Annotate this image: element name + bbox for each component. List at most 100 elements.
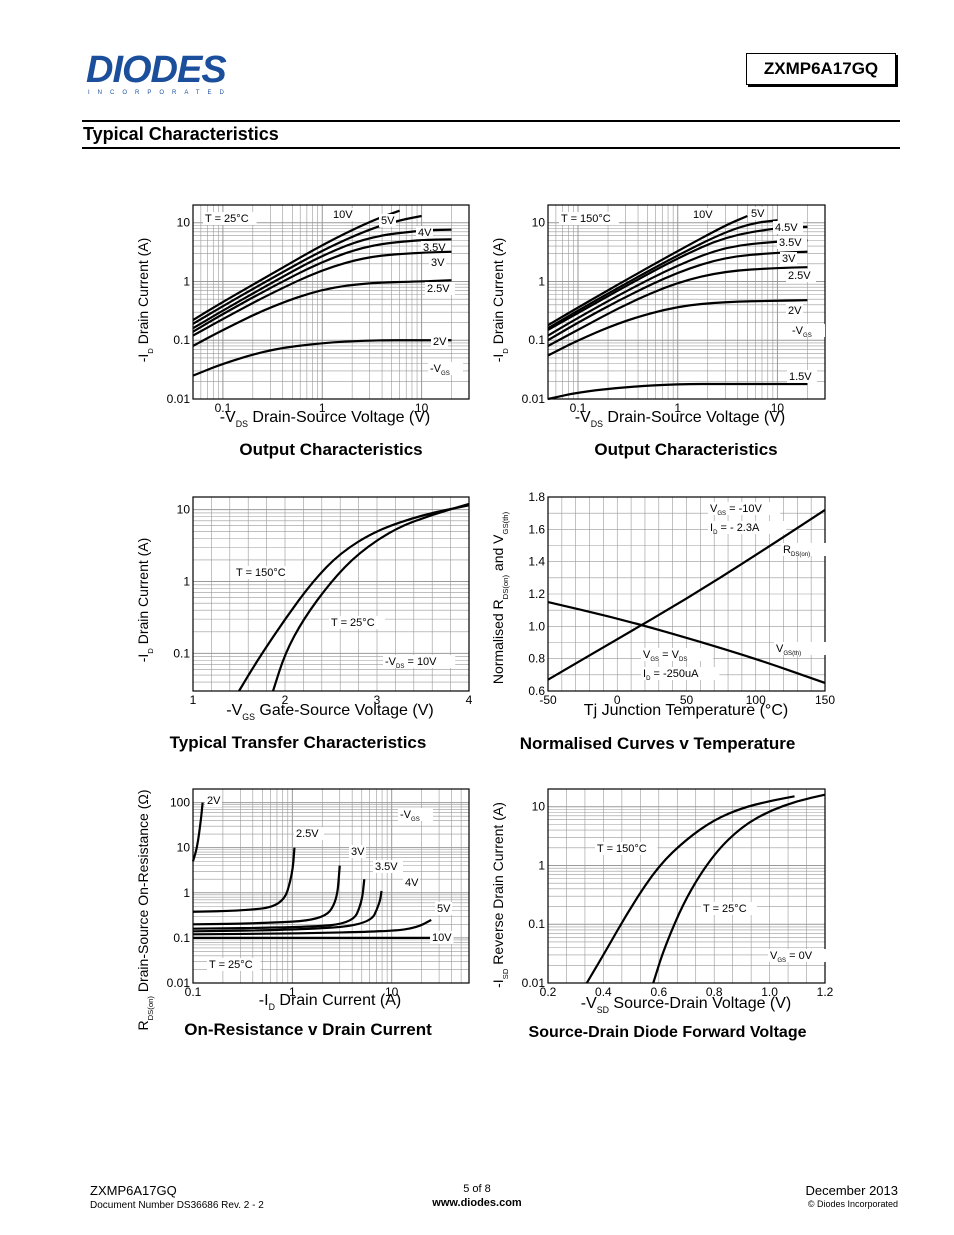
series-label: VGS(th) xyxy=(776,643,801,657)
annotation-bg xyxy=(559,212,619,225)
x-axis-label: -VDS Drain-Source Voltage (V) xyxy=(575,409,786,429)
series-line xyxy=(192,847,296,913)
caption-chart-4: Normalised Curves v Temperature xyxy=(519,734,796,753)
series-label: 2V xyxy=(433,336,447,348)
y-axis-label: -ID Drain Current (A) xyxy=(135,538,155,663)
series-label: 2V xyxy=(788,305,802,317)
series-line xyxy=(192,238,452,333)
series-label-bg xyxy=(435,902,452,915)
series-label: 3V xyxy=(351,846,365,858)
annotation-bg xyxy=(641,667,720,680)
series-label: 5V xyxy=(751,208,765,220)
footer-website-link[interactable]: www.diodes.com xyxy=(432,1197,522,1209)
y-axis-label: -ISD Reverse Drain Current (A) xyxy=(490,802,510,988)
x-tick-label: 1.2 xyxy=(817,985,834,999)
plot-frame xyxy=(192,788,470,984)
header-rule-bottom xyxy=(82,147,900,149)
plot-frame xyxy=(547,496,826,692)
series-label: 1.5V xyxy=(789,371,812,383)
annotation-bg xyxy=(768,949,828,962)
header-rule-top xyxy=(82,120,900,122)
series-label-bg xyxy=(749,207,766,220)
series-label: 3V xyxy=(431,257,445,269)
series-label: 10V xyxy=(333,209,353,221)
series-line xyxy=(192,228,452,330)
annotation: VGS = -10V xyxy=(710,503,763,517)
series-label: 4V xyxy=(418,227,432,239)
x-tick-label: 1 xyxy=(190,693,197,707)
y-tick-label: 1.0 xyxy=(528,619,545,633)
y-tick-label: 0.1 xyxy=(173,931,190,945)
part-number-box: ZXMP6A17GQ xyxy=(746,53,896,85)
series-label: 2.5V xyxy=(296,828,319,840)
series-label-bg xyxy=(379,214,396,227)
series-line xyxy=(192,209,400,322)
x-axis-label: Tj Junction Temperature (°C) xyxy=(584,702,788,719)
series-label-bg xyxy=(777,236,807,249)
series-label: 10V xyxy=(432,932,452,944)
section-title: Typical Characteristics xyxy=(83,124,279,144)
x-tick-label: -50 xyxy=(539,693,557,707)
annotation-bg xyxy=(708,521,787,534)
series-line xyxy=(652,793,826,984)
x-axis-label: -VSD Source-Drain Voltage (V) xyxy=(581,995,792,1015)
y-tick-label: 1.4 xyxy=(528,555,545,569)
series-label: T = 25°C xyxy=(703,903,747,915)
annotation: T = 25°C xyxy=(209,959,253,971)
caption-chart-1: Output Characteristics xyxy=(239,440,423,459)
plot-frame xyxy=(192,204,470,400)
x-tick-label: 0.1 xyxy=(185,985,202,999)
series-line xyxy=(547,601,826,684)
y-tick-label: 1 xyxy=(538,274,545,288)
plot-frame xyxy=(192,496,470,692)
series-label-bg xyxy=(595,842,658,855)
series-label: 2.5V xyxy=(427,283,450,295)
series-line xyxy=(192,279,452,347)
y-tick-label: 0.1 xyxy=(528,917,545,931)
footer-document-number: Document Number DS36686 Rev. 2 - 2 xyxy=(90,1200,264,1211)
x-axis-label: -VDS Drain-Source Voltage (V) xyxy=(220,409,431,429)
footer-part-number: ZXMP6A17GQ xyxy=(90,1183,177,1198)
series-line xyxy=(547,250,808,342)
series-label: 3V xyxy=(782,253,796,265)
logo-wordmark: DIODES xyxy=(86,49,227,91)
x-tick-label: 2 xyxy=(282,693,289,707)
annotation: -VGS xyxy=(430,363,450,377)
series-label-bg xyxy=(416,226,433,239)
annotation: ID = - 2.3A xyxy=(710,522,760,536)
series-line xyxy=(191,802,204,862)
y-tick-label: 10 xyxy=(177,503,191,517)
series-line xyxy=(547,509,826,681)
series-line xyxy=(547,239,808,337)
series-label-bg xyxy=(421,241,451,254)
annotation-bg xyxy=(790,324,825,337)
x-tick-label: 0.1 xyxy=(215,401,232,415)
caption-chart-3: Typical Transfer Characteristics xyxy=(169,733,427,752)
series-label-bg xyxy=(786,269,816,282)
y-tick-label: 1 xyxy=(183,575,190,589)
annotation-bg xyxy=(708,502,781,515)
annotation-bg xyxy=(207,958,261,971)
series-line xyxy=(192,250,452,337)
caption-chart-2: Output Characteristics xyxy=(594,440,778,459)
x-axis-label: -VGS Gate-Source Voltage (V) xyxy=(226,702,433,722)
series-label-bg xyxy=(425,282,455,295)
annotation: -VGS xyxy=(792,325,812,339)
footer-copyright: © Diodes Incorporated xyxy=(807,1199,898,1209)
grid xyxy=(548,789,825,983)
series-label: T = 25°C xyxy=(331,617,375,629)
y-tick-label: 0.8 xyxy=(528,652,545,666)
x-tick-label: 150 xyxy=(815,693,835,707)
y-axis-label: RDS(on) Drain-Source On-Resistance (Ω) xyxy=(135,789,155,1030)
series-label: 3.5V xyxy=(779,237,802,249)
x-tick-label: 100 xyxy=(746,693,766,707)
y-tick-label: 100 xyxy=(170,796,190,810)
annotation: T = 25°C xyxy=(205,213,249,225)
series-label-bg xyxy=(781,543,837,556)
series-label: 2.5V xyxy=(788,270,811,282)
plot-frame xyxy=(547,788,826,984)
series-label-bg xyxy=(691,208,715,221)
annotation: VGS = VDS xyxy=(643,649,687,663)
